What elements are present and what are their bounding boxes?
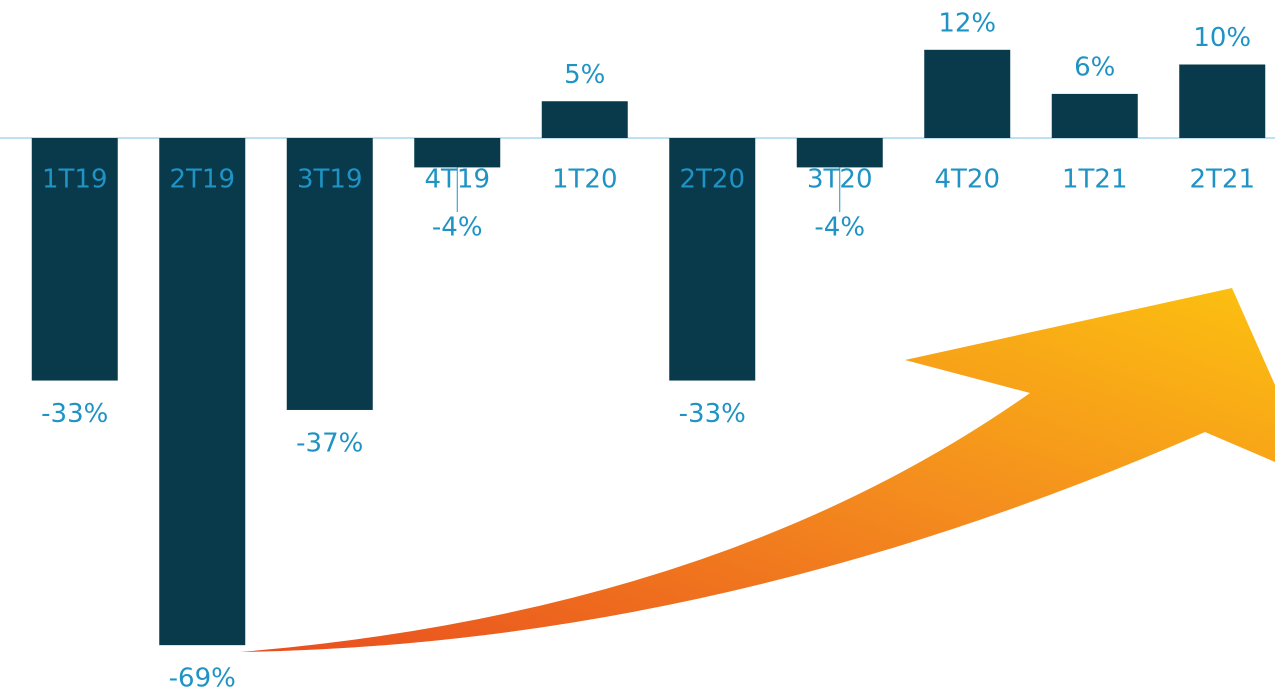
value-label: -4% <box>432 213 483 243</box>
bar <box>31 138 118 381</box>
value-label: -37% <box>296 428 363 458</box>
value-label: 10% <box>1193 23 1251 53</box>
x-tick-label: 1T19 <box>42 165 108 195</box>
value-label: -69% <box>169 664 236 690</box>
value-label: -33% <box>41 399 108 429</box>
x-tick-label: 2T20 <box>679 165 745 195</box>
x-tick-label: 1T21 <box>1062 165 1128 195</box>
bar <box>541 101 628 138</box>
bar <box>924 49 1011 138</box>
x-tick-label: 3T19 <box>297 165 363 195</box>
bar <box>414 138 501 168</box>
value-label: -33% <box>679 399 746 429</box>
bar <box>1179 64 1266 138</box>
value-label: 5% <box>564 60 605 90</box>
bar <box>1051 93 1138 138</box>
bar <box>669 138 756 381</box>
x-tick-label: 1T20 <box>552 165 618 195</box>
x-tick-label: 2T19 <box>169 165 235 195</box>
bar <box>796 138 883 168</box>
value-label: 6% <box>1074 52 1115 82</box>
value-label: 12% <box>938 8 996 38</box>
bar <box>286 138 373 410</box>
x-tick-label: 2T21 <box>1189 165 1255 195</box>
value-label: -4% <box>814 213 865 243</box>
x-tick-label: 4T20 <box>934 165 1000 195</box>
trend-arrow <box>240 288 1275 652</box>
bar <box>159 138 246 646</box>
